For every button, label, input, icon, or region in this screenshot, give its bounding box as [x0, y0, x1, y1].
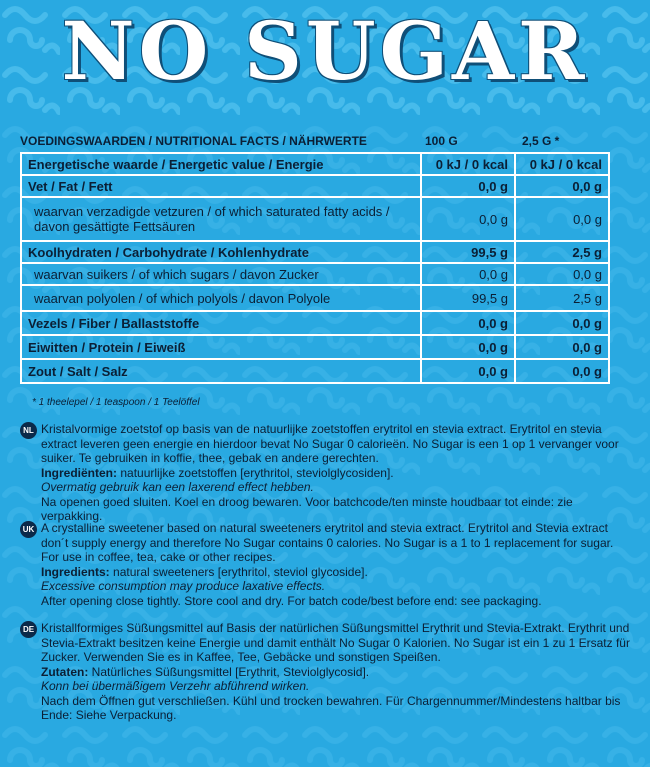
- row-label: Energetische waarde / Energetic value / …: [20, 152, 422, 176]
- de-badge: DE: [20, 621, 37, 638]
- nl-badge: NL: [20, 422, 37, 439]
- row-label: waarvan verzadigde vetzuren / of which s…: [20, 196, 422, 242]
- uk-description: A crystalline sweetener based on natural…: [41, 521, 614, 564]
- nl-text: Kristalvormige zoetstof op basis van de …: [41, 422, 631, 524]
- table-header: VOEDINGSWAARDEN / NUTRITIONAL FACTS / NÄ…: [20, 134, 610, 152]
- row-value-serving: 0,0 g: [514, 196, 610, 242]
- row-label: Eiwitten / Protein / Eiweiß: [20, 334, 422, 360]
- uk-ingredients: natural sweeteners [erythritol, steviol …: [113, 564, 368, 579]
- row-value-100g: 0,0 g: [420, 196, 516, 242]
- row-label: Vezels / Fiber / Ballaststoffe: [20, 310, 422, 336]
- nutrition-table: Energetische waarde / Energetic value / …: [20, 152, 610, 384]
- table-row: Eiwitten / Protein / Eiweiß 0,0 g 0,0 g: [20, 334, 610, 360]
- table-row: Vezels / Fiber / Ballaststoffe 0,0 g 0,0…: [20, 310, 610, 336]
- row-value-100g: 99,5 g: [420, 284, 516, 312]
- row-label: waarvan polyolen / of which polyols / da…: [20, 284, 422, 312]
- de-text: Kristallformiges Süßungsmittel auf Basis…: [41, 621, 631, 723]
- table-row: waarvan suikers / of which sugars / davo…: [20, 262, 610, 286]
- uk-text: A crystalline sweetener based on natural…: [41, 521, 631, 608]
- row-value-100g: 0,0 g: [420, 358, 516, 384]
- de-storage: Nach dem Öffnen gut verschließen. Kühl u…: [41, 693, 621, 723]
- table-row: Koolhydraten / Carbohydrate / Kohlenhydr…: [20, 240, 610, 264]
- row-label: Zout / Salt / Salz: [20, 358, 422, 384]
- table-header-label: VOEDINGSWAARDEN / NUTRITIONAL FACTS / NÄ…: [20, 134, 367, 148]
- de-description: Kristallformiges Süßungsmittel auf Basis…: [41, 621, 630, 664]
- row-value-100g: 0 kJ / 0 kcal: [420, 152, 516, 176]
- de-warning: Konn bei übermäßigem Verzehr abführend w…: [41, 679, 310, 693]
- table-row: waarvan polyolen / of which polyols / da…: [20, 284, 610, 312]
- row-label: Vet / Fat / Fett: [20, 174, 422, 198]
- table-row: Zout / Salt / Salz 0,0 g 0,0 g: [20, 358, 610, 384]
- nl-ingredients-label: Ingrediënten:: [41, 465, 118, 480]
- table-footnote: * 1 theelepel / 1 teaspoon / 1 Teelöffel: [32, 397, 200, 408]
- row-label: waarvan suikers / of which sugars / davo…: [20, 262, 422, 286]
- row-value-100g: 0,0 g: [420, 310, 516, 336]
- row-value-serving: 2,5 g: [514, 284, 610, 312]
- table-row: Energetische waarde / Energetic value / …: [20, 152, 610, 176]
- row-value-serving: 0,0 g: [514, 262, 610, 286]
- row-label: Koolhydraten / Carbohydrate / Kohlenhydr…: [20, 240, 422, 264]
- nl-ingredients: natuurlijke zoetstoffen [erythritol, ste…: [120, 465, 394, 480]
- row-value-100g: 0,0 g: [420, 174, 516, 198]
- product-title: NO SUGAR: [61, 4, 589, 98]
- row-value-100g: 0,0 g: [420, 262, 516, 286]
- table-header-col2: 2,5 G *: [522, 134, 560, 148]
- uk-storage: After opening close tightly. Store cool …: [41, 593, 542, 608]
- table-row: waarvan verzadigde vetzuren / of which s…: [20, 196, 610, 242]
- de-ingredients: Natürliches Süßungsmittel [Erythrit, Ste…: [91, 664, 370, 679]
- de-ingredients-label: Zutaten:: [41, 664, 89, 679]
- nl-warning: Overmatig gebruik kan een laxerend effec…: [41, 480, 314, 494]
- row-value-100g: 0,0 g: [420, 334, 516, 360]
- row-value-serving: 0 kJ / 0 kcal: [514, 152, 610, 176]
- row-value-serving: 0,0 g: [514, 310, 610, 336]
- uk-badge: UK: [20, 521, 37, 538]
- uk-warning: Excessive consumption may produce laxati…: [41, 579, 326, 593]
- table-row: Vet / Fat / Fett 0,0 g 0,0 g: [20, 174, 610, 198]
- row-value-serving: 0,0 g: [514, 174, 610, 198]
- row-value-serving: 0,0 g: [514, 334, 610, 360]
- table-header-col1: 100 G: [425, 134, 458, 148]
- row-value-serving: 0,0 g: [514, 358, 610, 384]
- row-value-serving: 2,5 g: [514, 240, 610, 264]
- uk-ingredients-label: Ingredients:: [41, 564, 110, 579]
- nl-storage: Na openen goed sluiten. Koel en droog be…: [41, 494, 573, 524]
- row-value-100g: 99,5 g: [420, 240, 516, 264]
- nl-description: Kristalvormige zoetstof op basis van de …: [41, 422, 619, 465]
